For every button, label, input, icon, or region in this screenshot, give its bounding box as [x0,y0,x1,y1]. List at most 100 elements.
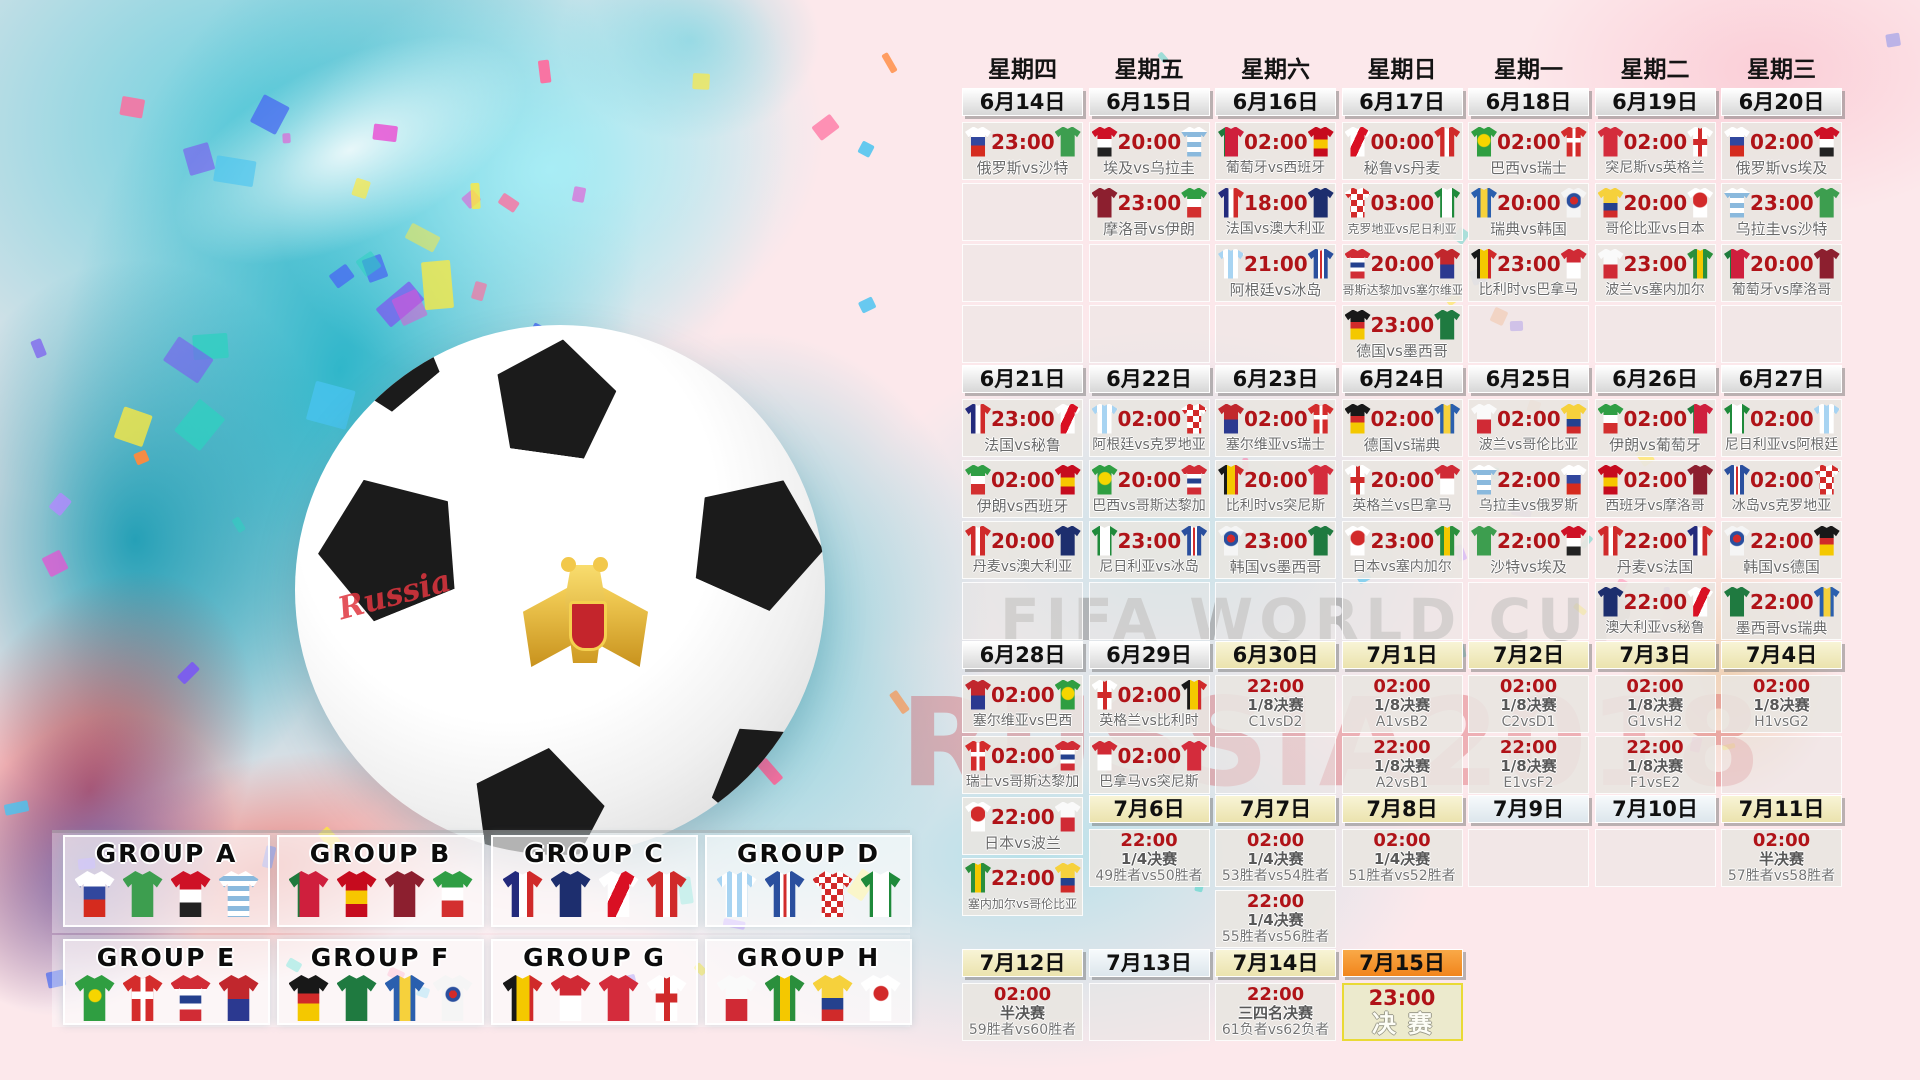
match-row: 20:00 [1090,461,1209,496]
match-time: 20:00 [1370,467,1435,492]
team-jersey-icon [1091,403,1118,434]
group-jersey-row [65,975,268,1021]
match-code: 49胜者vs50胜者 [1095,868,1203,884]
match-cell: 02:00 突尼斯vs英格兰 [1594,122,1716,180]
date-header: 7月11日 [1721,795,1842,823]
match-code: G1vsH2 [1627,714,1683,730]
group-box: GROUP H [705,939,912,1025]
match-time: 23:00 [991,406,1055,431]
match-teams: 德国vs墨西哥 [1356,342,1448,360]
match-row: 23:00 [1469,245,1588,280]
group-box: GROUP B [277,835,484,927]
empty-cell [962,244,1083,302]
match-teams: 俄罗斯vs沙特 [976,159,1069,177]
match-cell: 02:00 俄罗斯vs埃及 [1721,122,1842,180]
match-code: 59胜者vs60胜者 [968,1022,1077,1038]
match-cell: 23:00 摩洛哥vs伊朗 [1088,183,1210,241]
team-jersey-icon [965,403,991,434]
weekday-label: 星期二 [1620,57,1690,83]
match-teams: 西班牙vs摩洛哥 [1605,498,1705,514]
team-jersey-icon [1307,403,1334,434]
team-jersey-icon [1724,525,1750,556]
match-time: 02:00 [1750,467,1814,492]
date-header: 6月17日 [1341,88,1463,116]
match-row: 20:00 [963,522,1082,557]
group-box: GROUP D [705,835,912,927]
match-code: E1vsF2 [1503,775,1554,791]
match-row: 23:00 [1343,306,1462,341]
empty-cell [1721,736,1842,794]
match-time: 20:00 [1623,190,1688,215]
empty-cell [1088,244,1210,302]
match-stage: 半决赛 [1758,850,1804,868]
match-time: 02:00 [1499,676,1558,697]
match-row: 20:00 [1343,461,1462,496]
weekday-label: 星期六 [1241,57,1310,83]
match-row: 02:00 [1216,400,1335,435]
match-stage: 1/8决赛 [1626,757,1684,775]
group-box: GROUP G [491,939,698,1025]
match-row: 23:00 [1343,522,1462,557]
russia-coat-of-arms-icon [523,557,648,685]
team-jersey-icon [965,862,991,893]
match-cell: 23:00 韩国vs墨西哥 [1215,521,1336,579]
team-jersey-icon [1471,248,1497,279]
team-jersey-icon [1687,248,1714,279]
team-jersey-icon [1181,126,1208,157]
match-code: F1vsE2 [1629,775,1681,791]
match-row: 20:00 [1090,123,1209,158]
match-teams: 波兰vs塞内加尔 [1605,282,1705,298]
knockout-match-cell: 22:00 1/8决赛 F1vsE2 [1594,736,1716,794]
match-time: 23:00 [1623,251,1688,276]
match-cell: 02:00 伊朗vs葡萄牙 [1594,399,1716,457]
knockout-match-cell: 02:00 1/8决赛 A1vsB2 [1341,675,1463,733]
date-header: 7月15日 [1341,949,1463,977]
match-time: 23:00 [1370,312,1435,337]
match-cell: 22:00 沙特vs埃及 [1468,521,1589,579]
match-teams: 突尼斯vs英格兰 [1605,160,1705,176]
match-time: 02:00 [991,467,1055,492]
date-header: 7月9日 [1468,795,1589,823]
date-header: 7月4日 [1721,641,1842,669]
empty-cell [1215,736,1336,794]
match-teams: 墨西哥vs瑞典 [1735,619,1828,637]
weekday-label: 星期日 [1367,57,1437,83]
knockout-match-cell: 02:00 半决赛 57胜者vs58胜者 [1721,829,1842,887]
empty-cell [1215,582,1336,640]
match-cell: 22:00 塞内加尔vs哥伦比亚 [962,858,1083,916]
knockout-match-cell: 22:00 1/4决赛 55胜者vs56胜者 [1215,890,1336,948]
match-cell: 02:00 巴拿马vs突尼斯 [1088,736,1210,794]
match-time: 22:00 [1497,467,1561,492]
team-jersey-icon [1181,464,1208,495]
date-header: 7月10日 [1594,795,1716,823]
group-title: GROUP E [96,943,237,972]
match-cell: 22:00 丹麦vs法国 [1594,521,1716,579]
match-teams: 塞尔维亚vs瑞士 [1225,437,1326,453]
match-time: 02:00 [1117,406,1182,431]
match-row: 02:00 [1090,676,1209,711]
match-cell: 00:00 秘鲁vs丹麦 [1341,122,1463,180]
team-jersey-icon [1560,248,1587,279]
team-jersey-icon [1181,740,1208,771]
match-cell: 23:00 德国vs墨西哥 [1341,305,1463,363]
match-time: 23:00 [1750,190,1814,215]
team-jersey-icon [1724,248,1750,279]
match-row: 23:00 [1216,522,1335,557]
date-header: 7月13日 [1088,949,1210,977]
match-cell: 02:00 波兰vs哥伦比亚 [1468,399,1589,457]
group-title: GROUP A [95,839,238,868]
team-jersey-icon [1054,525,1081,556]
match-stage: 三四名决赛 [1237,1004,1313,1022]
match-row: 21:00 [1216,245,1335,280]
eagle-head [561,557,576,572]
date-header: 6月24日 [1341,365,1463,393]
match-row: 02:00 [1596,123,1715,158]
match-time: 02:00 [1623,406,1688,431]
match-teams: 哥斯达黎加vs塞尔维亚 [1342,283,1463,297]
match-row: 20:00 [1596,184,1715,219]
match-cell: 20:00 哥伦比亚vs日本 [1594,183,1716,241]
match-time: 23:00 [1368,986,1436,1010]
team-jersey-icon [1344,309,1371,340]
match-cell: 20:00 英格兰vs巴拿马 [1341,460,1463,518]
